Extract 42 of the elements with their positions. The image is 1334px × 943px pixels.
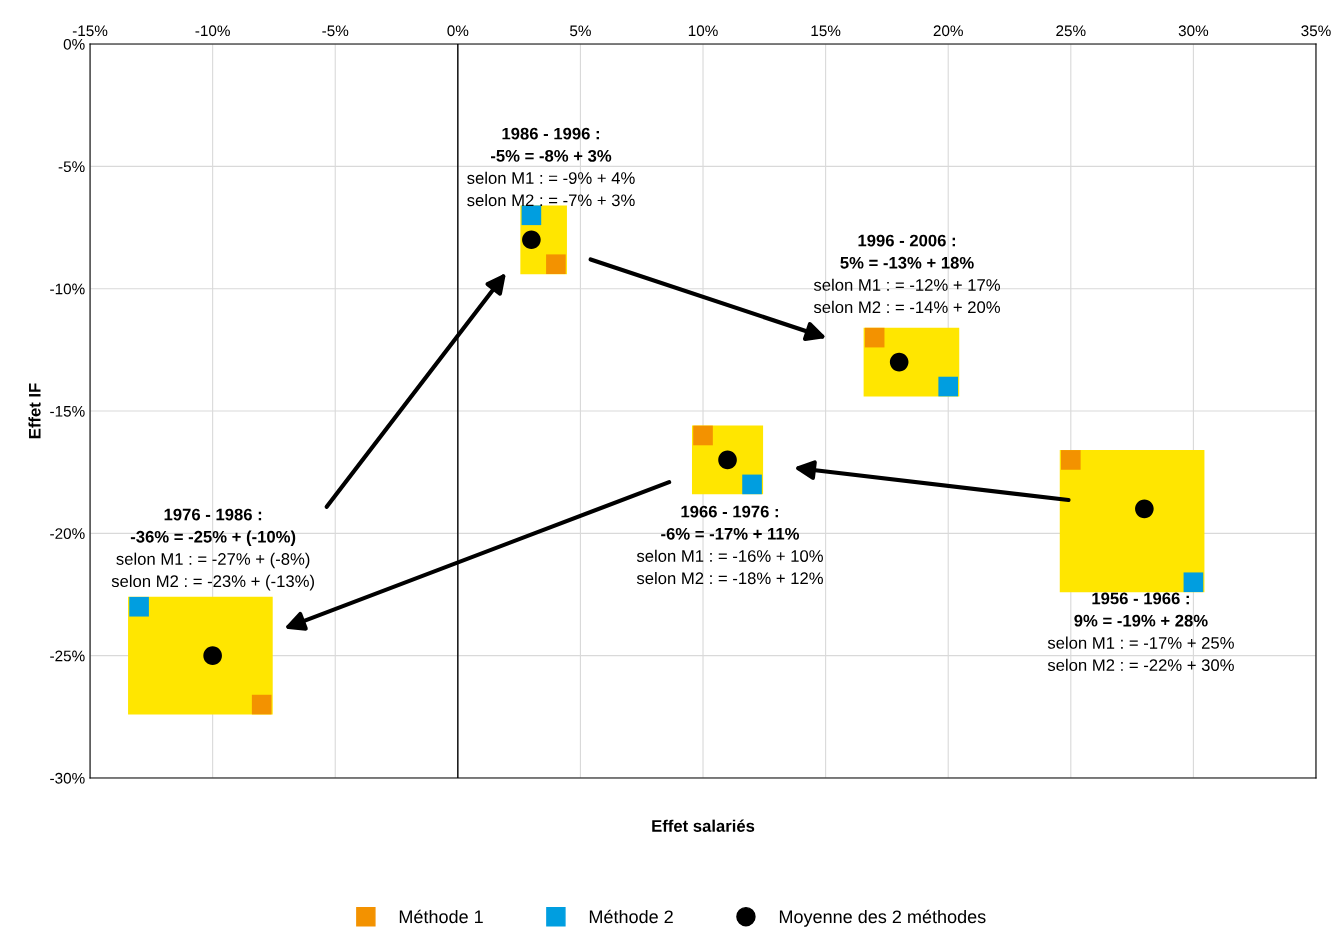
point — [251, 694, 272, 715]
x-axis-title: Effet salariés — [652, 819, 755, 832]
x-tick-label: -10% — [195, 25, 230, 37]
x-tick-label: 0% — [447, 25, 469, 37]
legend-label: Moyenne des 2 méthodes — [779, 909, 986, 927]
point — [1135, 499, 1154, 519]
point — [522, 230, 541, 250]
y-tick-label: 0% — [63, 38, 85, 50]
x-tick-label: 35% — [1301, 25, 1331, 37]
y-tick-label: -20% — [50, 528, 85, 540]
point — [546, 254, 566, 275]
annotation: 1956 - 1966 : 9% = -19% + 28% selon M1 : = -17% + 25% selon M2 : = -22% + 30% — [1047, 592, 1234, 672]
point — [1183, 572, 1204, 593]
point — [693, 425, 713, 446]
x-tick-label: 20% — [933, 25, 963, 37]
x-tick-label: -15% — [72, 25, 108, 37]
x-tick-label: 30% — [1178, 25, 1209, 37]
point — [1060, 450, 1081, 470]
point — [889, 352, 909, 372]
y-axis-title: Effet IF — [28, 383, 41, 439]
point — [203, 646, 222, 665]
annotation: 1966 - 1976 : -6% = -17% + 11% selon M1 : = -16% + 10% selon M2 : = -18% + 12% — [636, 505, 823, 585]
y-tick-label: -25% — [50, 650, 85, 662]
annotation: 1986 - 1996 : -5% = -8% + 3% selon M1 : = -9% + 4% selon M2 : = -7% + 3% — [467, 127, 635, 207]
x-tick-label: 25% — [1056, 25, 1086, 37]
point — [521, 205, 542, 226]
x-tick-label: 10% — [688, 25, 718, 37]
x-tick-label: 15% — [811, 25, 841, 37]
y-tick-label: -15% — [50, 405, 85, 417]
y-tick-label: -10% — [50, 283, 85, 295]
annotation: 1976 - 1986 : -36% = -25% + (-10%) selon M1 : = -27% + (-8%) selon M2 : = -23% + (-13%) — [111, 508, 314, 591]
x-tick-label: 5% — [569, 25, 591, 37]
annotation: 1996 - 2006 : 5% = -13% + 18% selon M1 : = -12% + 17% selon M2 : = -14% + 20% — [813, 234, 1000, 314]
point — [742, 474, 762, 495]
point — [938, 376, 959, 397]
point — [129, 596, 149, 617]
point — [864, 327, 885, 348]
legend-label: Méthode 1 — [399, 909, 483, 924]
y-tick-label: -30% — [50, 772, 85, 784]
y-tick-label: -5% — [58, 161, 85, 173]
x-tick-label: -5% — [322, 25, 349, 37]
legend-label: Méthode 2 — [589, 909, 673, 924]
